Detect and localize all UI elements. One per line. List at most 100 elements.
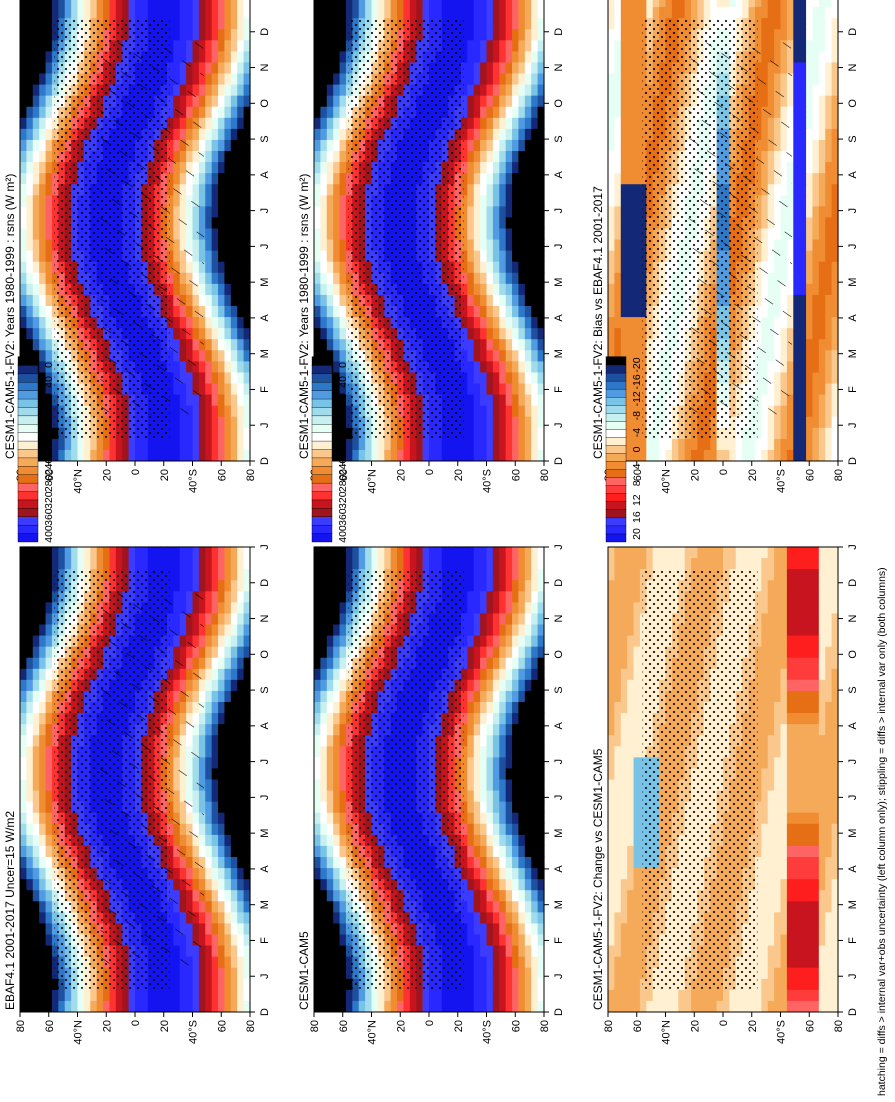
heatmap-cell bbox=[326, 238, 334, 251]
heatmap-cell bbox=[499, 371, 507, 384]
heatmap-cell bbox=[531, 6, 539, 19]
heatmap-cell bbox=[505, 405, 513, 417]
heatmap-cell bbox=[51, 989, 59, 1001]
heatmap-cell bbox=[26, 845, 34, 857]
heatmap-cell bbox=[237, 956, 245, 968]
heatmap-cell bbox=[211, 216, 219, 229]
y-tick-label: 40°N bbox=[367, 469, 379, 494]
heatmap-cell bbox=[333, 405, 341, 417]
heatmap-cell bbox=[26, 756, 34, 769]
heatmap-cell bbox=[512, 183, 520, 196]
heatmap-cell bbox=[122, 989, 130, 1001]
heatmap-cell bbox=[205, 679, 213, 691]
heatmap-cell bbox=[26, 933, 34, 946]
heatmap-cell bbox=[45, 867, 53, 880]
heatmap-cell bbox=[499, 427, 507, 439]
heatmap-cell bbox=[20, 922, 27, 935]
heatmap-cell bbox=[32, 834, 40, 846]
colorbar-swatch bbox=[17, 432, 39, 442]
heatmap-cell bbox=[96, 6, 104, 19]
heatmap-cell bbox=[441, 1000, 449, 1012]
heatmap-cell bbox=[486, 95, 494, 107]
heatmap-cell bbox=[224, 183, 232, 196]
heatmap-cell bbox=[39, 272, 47, 284]
heatmap-cell bbox=[211, 17, 219, 30]
heatmap-cell bbox=[45, 305, 53, 318]
heatmap-cell bbox=[499, 393, 507, 406]
heatmap-cell bbox=[20, 634, 27, 647]
heatmap-cell bbox=[230, 646, 238, 658]
colorbar-label: 400 bbox=[43, 525, 55, 543]
heatmap-cell bbox=[71, 449, 79, 461]
heatmap-cell bbox=[230, 449, 238, 461]
heatmap-cell bbox=[486, 261, 494, 273]
heatmap-cell bbox=[326, 128, 334, 140]
heatmap-cell bbox=[473, 360, 481, 373]
heatmap-cell bbox=[339, 967, 347, 979]
heatmap-cell bbox=[166, 546, 174, 559]
heatmap-cell bbox=[109, 557, 117, 570]
heatmap-cell bbox=[339, 216, 347, 229]
heatmap-cell bbox=[211, 438, 219, 450]
heatmap-cell bbox=[218, 668, 226, 680]
heatmap-cell bbox=[20, 95, 27, 107]
heatmap-cell bbox=[211, 745, 219, 758]
heatmap-cell bbox=[403, 1000, 411, 1012]
heatmap-cell bbox=[365, 989, 373, 1001]
colorbar-swatch bbox=[17, 440, 39, 450]
heatmap-cell bbox=[224, 801, 232, 813]
heatmap-cell bbox=[39, 922, 47, 935]
heatmap-cell bbox=[243, 117, 251, 129]
heatmap-cell bbox=[20, 623, 27, 636]
heatmap-cell bbox=[39, 106, 47, 118]
heatmap-cell bbox=[524, 28, 532, 41]
heatmap-cell bbox=[333, 382, 341, 395]
heatmap-cell bbox=[90, 546, 98, 559]
heatmap-cell bbox=[505, 194, 513, 207]
heatmap-cell bbox=[333, 305, 341, 318]
heatmap-cell bbox=[486, 393, 494, 406]
heatmap-cell bbox=[32, 568, 40, 581]
heatmap-cell bbox=[537, 416, 545, 428]
heatmap-cell bbox=[218, 778, 226, 791]
heatmap-cell bbox=[531, 427, 539, 439]
heatmap-cell bbox=[524, 349, 532, 362]
heatmap-cell bbox=[224, 360, 232, 373]
heatmap-cell bbox=[237, 801, 245, 813]
heatmap-cell bbox=[103, 438, 111, 450]
heatmap-cell bbox=[333, 294, 341, 306]
heatmap-cell bbox=[32, 801, 40, 813]
heatmap-cell bbox=[473, 95, 481, 107]
heatmap-cell bbox=[512, 261, 520, 273]
heatmap-cell bbox=[141, 557, 149, 570]
heatmap-cell bbox=[486, 1000, 494, 1012]
heatmap-cell bbox=[512, 316, 520, 329]
heatmap-cell bbox=[224, 911, 232, 924]
heatmap-cell bbox=[205, 900, 213, 913]
heatmap-cell bbox=[218, 956, 226, 968]
heatmap-cell bbox=[96, 557, 104, 570]
heatmap-cell bbox=[160, 6, 168, 19]
heatmap-cell bbox=[531, 327, 539, 340]
heatmap-cell bbox=[467, 117, 475, 129]
heatmap-cell bbox=[492, 216, 500, 229]
heatmap-cell bbox=[192, 967, 200, 979]
heatmap-cell bbox=[518, 272, 526, 284]
x-tick-label: M bbox=[553, 349, 565, 358]
heatmap-cell bbox=[512, 449, 520, 461]
heatmap-cell bbox=[339, 305, 347, 318]
heatmap-cell bbox=[333, 216, 341, 229]
heatmap-cell bbox=[205, 944, 213, 957]
heatmap-cell bbox=[371, 989, 379, 1001]
heatmap-cell bbox=[320, 139, 328, 151]
x-tick-label: F bbox=[259, 937, 271, 944]
heatmap-cell bbox=[237, 117, 245, 129]
heatmap-cell bbox=[32, 194, 40, 207]
heatmap-cell bbox=[32, 601, 40, 614]
heatmap-cell bbox=[211, 900, 219, 913]
heatmap-cell bbox=[339, 393, 347, 406]
colorbar-swatch bbox=[17, 406, 39, 417]
heatmap-cell bbox=[230, 657, 238, 669]
heatmap-cell bbox=[218, 6, 226, 19]
heatmap-cell bbox=[45, 778, 53, 791]
